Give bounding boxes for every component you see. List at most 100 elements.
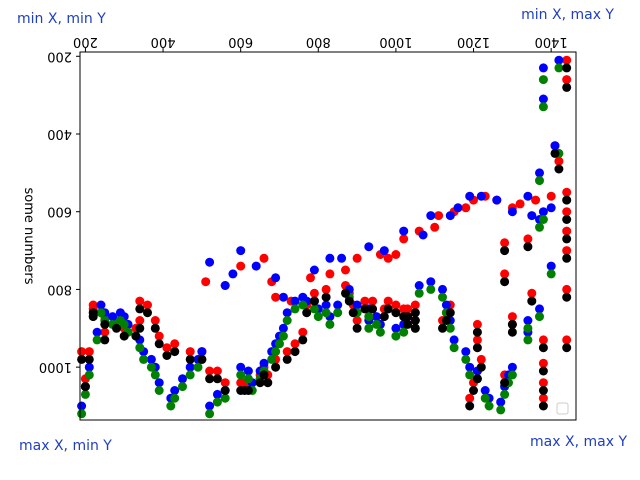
scatter-point-black (562, 63, 572, 73)
scatter-point-green (96, 308, 106, 318)
scatter-point-blue (197, 347, 207, 357)
scatter-point-black (255, 378, 265, 388)
scatter-point-black (562, 82, 572, 92)
scatter-point-green (364, 312, 374, 322)
scatter-point-red (220, 378, 230, 388)
scatter-point-red (562, 75, 572, 85)
scatter-point-green (139, 354, 149, 364)
scatter-point-red (352, 253, 362, 263)
scatter-point-red (236, 378, 246, 388)
scatter-point-blue (108, 312, 118, 322)
scatter-point-green (535, 222, 544, 232)
y-tick-label: 600 (47, 204, 72, 219)
scatter-point-blue (507, 362, 517, 372)
scatter-point-red (399, 304, 409, 314)
scatter-point-red (515, 199, 525, 209)
scatter-point-black (321, 292, 331, 302)
scatter-point-blue (550, 141, 560, 151)
tick-layer: 200 400 600 800 1000 1200 1400 200 400 600 800 1000 (39, 34, 568, 374)
scatter-point-black (100, 319, 110, 329)
scatter-point-red (100, 327, 110, 337)
scatter-point-green (154, 386, 164, 395)
scatter-point-black (472, 343, 482, 353)
scatter-point-blue (465, 362, 475, 372)
scatter-point-red (352, 316, 362, 325)
scatter-point-red (507, 312, 517, 322)
scatter-point-blue (333, 300, 343, 310)
scatter-point-green (538, 102, 548, 112)
scatter-point-blue (391, 323, 401, 333)
scatter-point-red (465, 393, 475, 403)
scatter-point-black (368, 304, 378, 314)
scatter-point-black (197, 354, 207, 364)
scatter-point-green (465, 370, 475, 380)
scatter-point-green (523, 335, 533, 345)
scatter-point-red (341, 265, 350, 275)
corner-label-top-left: min X, min Y (17, 11, 106, 27)
scatter-point-black (135, 304, 145, 314)
scatter-point-red (309, 288, 319, 298)
scatter-point-red (162, 343, 172, 353)
scatter-point-black (341, 288, 350, 298)
scatter-point-black (309, 296, 319, 306)
scatter-point-green (178, 382, 187, 392)
scatter-point-black (131, 331, 141, 341)
scatter-point-blue (325, 253, 335, 263)
scatter-point-black (538, 343, 548, 353)
scatter-point-blue (523, 316, 533, 325)
scatter-point-red (476, 354, 486, 364)
scatter-point-green (150, 370, 160, 380)
scatter-point-blue (309, 265, 319, 275)
scatter-point-black (150, 323, 160, 333)
scatter-point-blue (372, 312, 381, 322)
scatter-point-black (391, 308, 401, 318)
scatter-point-red (554, 156, 564, 166)
scatter-point-blue (271, 273, 281, 283)
scatter-point-blue (399, 226, 409, 236)
scatter-point-green (275, 339, 284, 349)
scatter-point-blue (379, 246, 389, 256)
scatter-point-green (185, 370, 195, 380)
scatter-point-black (472, 374, 482, 384)
scatter-point-blue (220, 281, 230, 290)
scatter-point-black (348, 308, 358, 318)
scatter-point-green (84, 370, 94, 380)
y-axis-label: some numbers (21, 187, 36, 284)
scatter-point-red (77, 347, 87, 357)
scatter-point-green (364, 323, 374, 333)
scatter-point-red (472, 319, 482, 329)
scatter-point-red (143, 300, 152, 310)
scatter-point-blue (84, 362, 94, 372)
scatter-point-blue (538, 207, 548, 217)
scatter-point-red (201, 277, 211, 287)
scatter-point-black (507, 327, 517, 337)
scatter-point-red (399, 234, 409, 244)
scatter-point-black (220, 386, 230, 395)
scatter-point-red (562, 246, 572, 256)
scatter-point-blue (441, 300, 451, 310)
scatter-point-black (562, 292, 572, 302)
scatter-point-black (550, 148, 560, 158)
scatter-point-blue (465, 191, 475, 201)
scatter-point-blue (492, 195, 502, 205)
scatter-point-blue (445, 211, 455, 221)
scatter-point-blue (554, 55, 564, 65)
x-tick-label: 1400 (535, 34, 568, 49)
scatter-point-red (430, 222, 440, 232)
scatter-point-red (383, 253, 393, 263)
scatter-point-red (205, 366, 215, 376)
scatter-point-red (461, 203, 471, 213)
x-tick-label: 1000 (379, 34, 412, 49)
scatter-point-red (360, 296, 370, 306)
scatter-point-blue (228, 269, 238, 279)
scatter-point-red (500, 238, 510, 248)
scatter-point-blue (236, 362, 246, 372)
scatter-point-red (527, 288, 537, 298)
scatter-point-black (472, 327, 482, 337)
scatter-point-blue (527, 211, 537, 221)
scatter-point-red (472, 335, 482, 345)
scatter-point-red (562, 187, 572, 197)
scatter-point-red (135, 316, 145, 325)
scatter-point-black (352, 323, 362, 333)
scatter-point-blue (507, 207, 517, 217)
